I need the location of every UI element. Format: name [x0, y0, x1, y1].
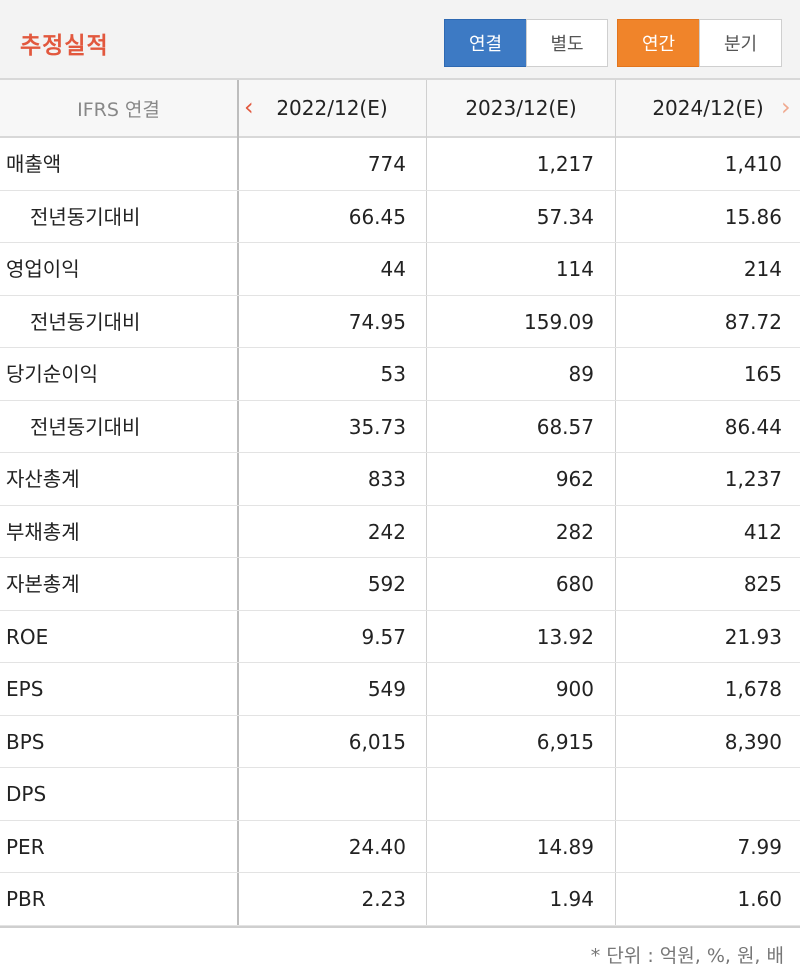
table-cell: 242: [367, 519, 406, 544]
row-label: 전년동기대비: [30, 414, 141, 439]
column-divider: [615, 80, 616, 926]
table-cell: 680: [555, 572, 594, 596]
table-row: 매출액 774 1,217 1,410: [0, 138, 800, 191]
table-row: 부채총계 242 282 412: [0, 506, 800, 558]
table-cell: 44: [380, 257, 406, 281]
table-row: 전년동기대비 66.45 57.34 15.86: [0, 191, 800, 243]
table-row: 자산총계 833 962 1,237: [0, 453, 800, 506]
table-cell: 1,410: [724, 152, 782, 176]
table-cell: 825: [743, 572, 782, 596]
table-row: BPS 6,015 6,915 8,390: [0, 716, 800, 768]
tab-separate[interactable]: 별도: [526, 19, 608, 67]
row-label: EPS: [6, 677, 44, 701]
row-label: 전년동기대비: [30, 204, 141, 229]
column-header-3: 2024/12(E): [652, 96, 764, 120]
table-cell: 159.09: [524, 309, 594, 334]
table-row: PBR 2.23 1.94 1.60: [0, 873, 800, 926]
chevron-left-icon[interactable]: ‹: [244, 93, 254, 121]
table-cell: 1.60: [737, 887, 782, 911]
row-label: PER: [6, 834, 45, 859]
row-label: 당기순이익: [6, 362, 98, 386]
table-row: ROE 9.57 13.92 21.93: [0, 611, 800, 663]
row-label: PBR: [6, 887, 46, 911]
table-cell: 7.99: [737, 834, 782, 859]
table-cell: 114: [555, 257, 594, 281]
row-label: 영업이익: [6, 257, 80, 281]
row-label: ROE: [6, 624, 49, 649]
table-cell: 89: [568, 362, 594, 386]
tab-consolidated[interactable]: 연결: [444, 19, 527, 67]
row-label: 자본총계: [6, 572, 80, 596]
table-cell: 962: [555, 467, 594, 491]
table-row: DPS: [0, 768, 800, 821]
column-header-1: 2022/12(E): [276, 96, 388, 120]
table-cell: 66.45: [348, 204, 406, 229]
chevron-right-icon[interactable]: ›: [781, 93, 791, 121]
row-label: 부채총계: [6, 519, 80, 544]
table-row: EPS 549 900 1,678: [0, 663, 800, 716]
page-title: 추정실적: [20, 33, 109, 59]
table-header: IFRS 연결 ‹ 2022/12(E) 2023/12(E) 2024/12(…: [0, 80, 800, 138]
table-cell: 2.23: [361, 887, 406, 911]
table-cell: 24.40: [348, 834, 406, 859]
table-cell: 86.44: [724, 414, 782, 439]
table-cell: 1,217: [536, 152, 594, 176]
row-label: 전년동기대비: [30, 309, 141, 334]
table-cell: 412: [743, 519, 782, 544]
table-cell: 774: [367, 152, 406, 176]
table-cell: 833: [367, 467, 406, 491]
unit-footnote: * 단위 : 억원, %, 원, 배: [590, 945, 784, 967]
table-cell: 282: [555, 519, 594, 544]
table-cell: 1,237: [724, 467, 782, 491]
table-cell: 8,390: [724, 729, 782, 754]
table-bottom-border: [0, 926, 800, 928]
table-cell: 57.34: [536, 204, 594, 229]
tab-annual[interactable]: 연간: [617, 19, 700, 67]
column-header-2: 2023/12(E): [465, 96, 577, 120]
table-cell: 165: [743, 362, 782, 386]
table-cell: 21.93: [724, 624, 782, 649]
table-cell: 1,678: [724, 677, 782, 701]
table-cell: 214: [743, 257, 782, 281]
table-cell: 9.57: [361, 624, 406, 649]
column-divider: [237, 80, 239, 926]
table-row: 영업이익 44 114 214: [0, 243, 800, 296]
table-cell: 900: [555, 677, 594, 701]
table-row: PER 24.40 14.89 7.99: [0, 821, 800, 873]
table-cell: 592: [367, 572, 406, 596]
table-cell: 15.86: [724, 204, 782, 229]
table-cell: 549: [367, 677, 406, 701]
tab-quarterly[interactable]: 분기: [699, 19, 782, 67]
table-cell: 87.72: [724, 309, 782, 334]
table-cell: 1.94: [549, 887, 594, 911]
row-label: 자산총계: [6, 467, 80, 491]
table-row: 전년동기대비 74.95 159.09 87.72: [0, 296, 800, 348]
column-divider: [426, 80, 427, 926]
table-cell: 35.73: [348, 414, 406, 439]
table-cell: 14.89: [536, 834, 594, 859]
table-cell: 13.92: [536, 624, 594, 649]
table-cell: 6,015: [348, 729, 406, 754]
row-label: BPS: [6, 729, 45, 754]
row-label: 매출액: [6, 152, 62, 176]
table-cell: 53: [380, 362, 406, 386]
table-cell: 6,915: [536, 729, 594, 754]
table-row: 자본총계 592 680 825: [0, 558, 800, 611]
label-column-header: IFRS 연결: [77, 98, 160, 121]
top-bar: 추정실적 연결 별도 연간 분기: [0, 0, 800, 80]
table-cell: 74.95: [348, 309, 406, 334]
table-cell: 68.57: [536, 414, 594, 439]
row-label: DPS: [6, 782, 47, 806]
table-row: 당기순이익 53 89 165: [0, 348, 800, 401]
table-row: 전년동기대비 35.73 68.57 86.44: [0, 401, 800, 453]
